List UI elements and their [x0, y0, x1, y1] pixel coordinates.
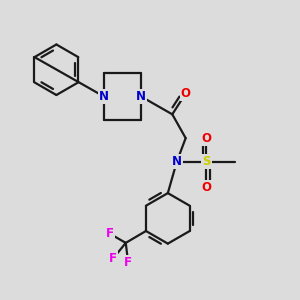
Text: S: S	[202, 155, 211, 168]
Text: N: N	[99, 90, 109, 103]
Text: O: O	[202, 132, 212, 145]
Text: O: O	[202, 181, 212, 194]
Text: N: N	[172, 155, 182, 168]
Text: F: F	[109, 252, 117, 265]
Text: O: O	[181, 87, 191, 100]
Text: F: F	[124, 256, 132, 269]
Text: F: F	[106, 227, 114, 241]
Text: N: N	[136, 90, 146, 103]
